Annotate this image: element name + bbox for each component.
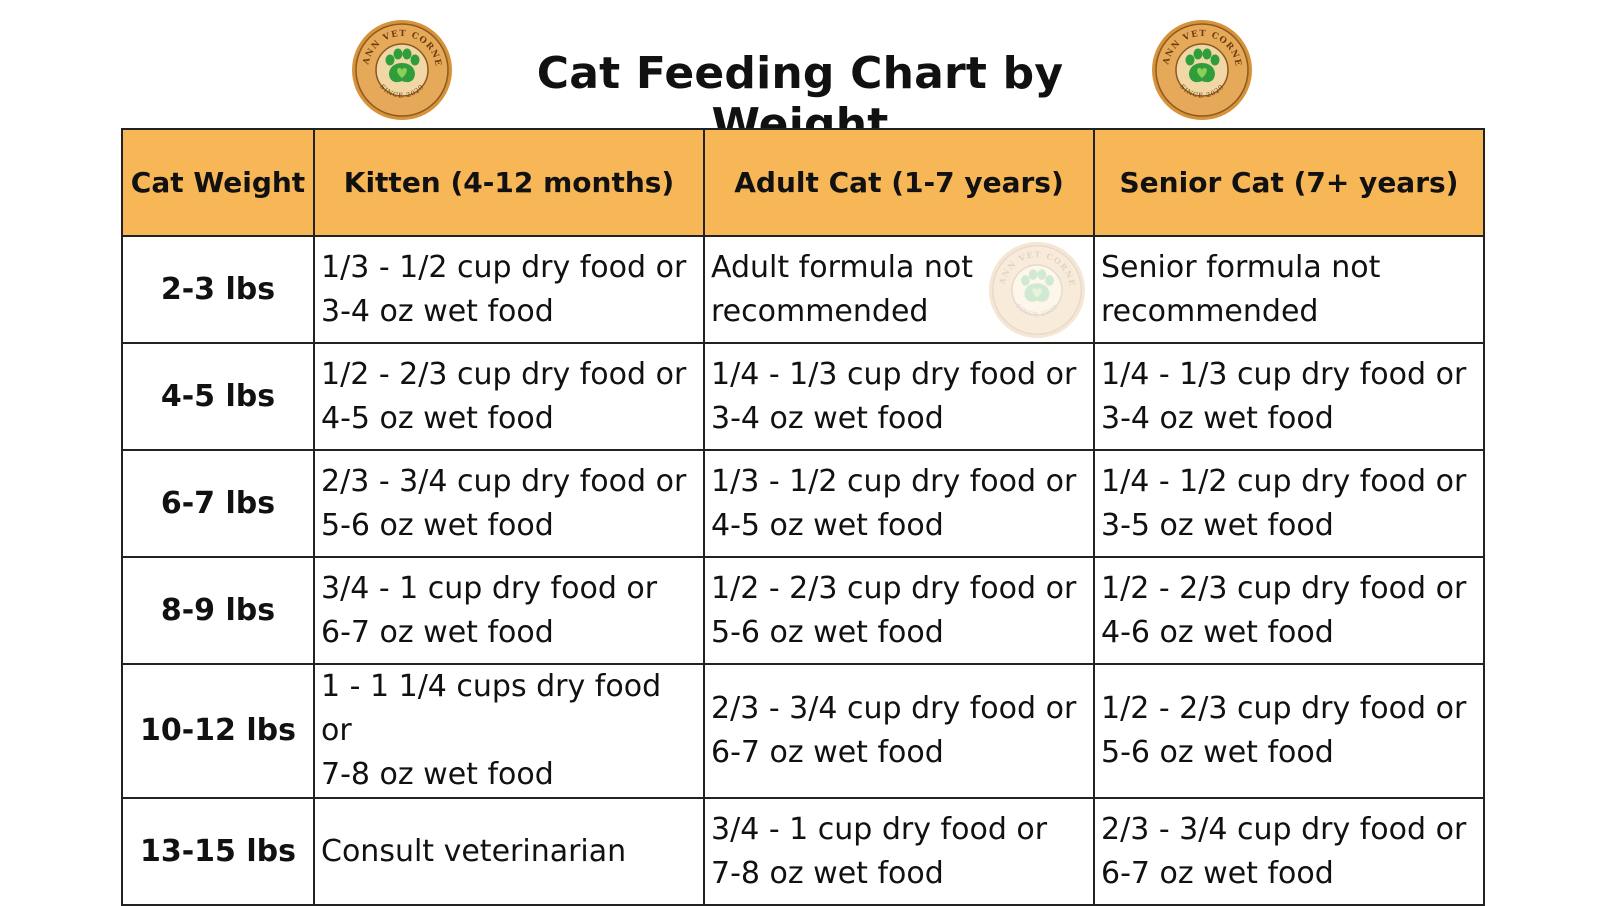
cell-weight: 13-15 lbs [121, 797, 315, 906]
cell-line: 1/4 - 1/2 cup dry food or [1101, 463, 1467, 499]
table-row: 2-3 lbs 1/3 - 1/2 cup dry food or 3-4 oz w… [121, 235, 1485, 344]
cell-adult: 3/4 - 1 cup dry food or 7-8 oz wet food [703, 797, 1095, 906]
cell-kitten: 1/3 - 1/2 cup dry food or 3-4 oz wet food [313, 235, 705, 344]
cell-line: 6-7 oz wet food [711, 735, 944, 770]
cell-line: 3-4 oz wet food [711, 400, 944, 436]
cell-senior: 1/2 - 2/3 cup dry food or 5-6 oz wet food [1093, 663, 1485, 799]
cell-line: 1/2 - 2/3 cup dry food or [711, 570, 1077, 606]
column-header-adult: Adult Cat (1-7 years) [703, 128, 1095, 237]
cell-line: 5-6 oz wet food [1101, 735, 1334, 770]
column-header-kitten: Kitten (4-12 months) [313, 128, 705, 237]
cell-line: 2/3 - 3/4 cup dry food or [1101, 811, 1467, 847]
cell-kitten: 1 - 1 1/4 cups dry food or 7-8 oz wet foo… [313, 663, 705, 799]
cell-line: 2/3 - 3/4 cup dry food or [711, 691, 1077, 726]
cell-line: 6-7 oz wet food [1101, 855, 1334, 891]
cell-adult: Adult formula not recommended MANN VET CO… [703, 235, 1095, 344]
cell-weight: 8-9 lbs [121, 556, 315, 665]
table-row: 4-5 lbs 1/2 - 2/3 cup dry food or 4-5 oz w… [121, 342, 1485, 451]
table-header-row: Cat Weight Kitten (4-12 months) Adult Ca… [121, 128, 1485, 237]
cell-kitten: Consult veterinarian [313, 797, 705, 906]
brand-logo-left: MANN VET CORNER SINCE 2020 [350, 18, 454, 122]
paw-heart-icon: MANN VET CORNER SINCE 2020 [987, 240, 1086, 339]
cell-line: 3-4 oz wet food [321, 293, 554, 329]
cell-line: 3/4 - 1 cup dry food or [711, 811, 1048, 847]
cell-senior: 1/4 - 1/3 cup dry food or 3-4 oz wet food [1093, 342, 1485, 451]
header: MANN VET CORNER SINCE 2020 Cat Feeding C… [0, 10, 1600, 150]
feeding-table: Cat Weight Kitten (4-12 months) Adult Ca… [121, 128, 1485, 906]
column-header-senior: Senior Cat (7+ years) [1093, 128, 1485, 237]
cell-senior: Senior formula not recommended [1093, 235, 1485, 344]
cell-adult: 1/3 - 1/2 cup dry food or 4-5 oz wet food [703, 449, 1095, 558]
cell-line: 1/2 - 2/3 cup dry food or [1101, 691, 1467, 726]
brand-logo-right: MANN VET CORNER SINCE 2020 [1150, 18, 1254, 122]
cell-kitten: 1/2 - 2/3 cup dry food or 4-5 oz wet food [313, 342, 705, 451]
cell-senior: 1/2 - 2/3 cup dry food or 4-6 oz wet food [1093, 556, 1485, 665]
paw-heart-icon: MANN VET CORNER SINCE 2020 [1150, 18, 1252, 120]
cell-adult: 2/3 - 3/4 cup dry food or 6-7 oz wet food [703, 663, 1095, 799]
cell-line: 1/2 - 2/3 cup dry food or [321, 356, 687, 392]
cell-weight: 10-12 lbs [121, 663, 315, 799]
cell-line: 3-5 oz wet food [1101, 507, 1334, 543]
table-row: 8-9 lbs 3/4 - 1 cup dry food or 6-7 oz wet… [121, 556, 1485, 665]
paw-heart-icon: MANN VET CORNER SINCE 2020 [350, 18, 452, 120]
cell-line: 3-4 oz wet food [1101, 400, 1334, 436]
cell-adult: 1/4 - 1/3 cup dry food or 3-4 oz wet food [703, 342, 1095, 451]
cell-line: 1/3 - 1/2 cup dry food or [711, 463, 1077, 499]
cell-line: Consult veterinarian [321, 833, 627, 869]
cell-line: 1/4 - 1/3 cup dry food or [1101, 356, 1467, 392]
cell-line: 4-5 oz wet food [711, 507, 944, 543]
cell-senior: 1/4 - 1/2 cup dry food or 3-5 oz wet food [1093, 449, 1485, 558]
cell-line: 1/2 - 2/3 cup dry food or [1101, 570, 1467, 606]
cell-line: 6-7 oz wet food [321, 614, 554, 650]
cell-line: 5-6 oz wet food [321, 507, 554, 543]
cell-adult: 1/2 - 2/3 cup dry food or 5-6 oz wet food [703, 556, 1095, 665]
cell-line: 7-8 oz wet food [711, 855, 944, 891]
cell-line: 3/4 - 1 cup dry food or [321, 570, 658, 606]
cell-weight: 6-7 lbs [121, 449, 315, 558]
cell-line: 4-5 oz wet food [321, 400, 554, 436]
cell-line: Adult formula not [711, 249, 974, 285]
table-body: 2-3 lbs 1/3 - 1/2 cup dry food or 3-4 oz w… [121, 235, 1485, 906]
cell-line: 1 - 1 1/4 cups dry food or [321, 669, 662, 748]
cell-kitten: 2/3 - 3/4 cup dry food or 5-6 oz wet food [313, 449, 705, 558]
cell-kitten: 3/4 - 1 cup dry food or 6-7 oz wet food [313, 556, 705, 665]
cell-line: 4-6 oz wet food [1101, 614, 1334, 650]
table-row: 13-15 lbs Consult veterinarian 3/4 - 1 cup… [121, 797, 1485, 906]
cell-line: 5-6 oz wet food [711, 614, 944, 650]
cell-line: 2/3 - 3/4 cup dry food or [321, 463, 687, 499]
cell-line: 1/4 - 1/3 cup dry food or [711, 356, 1077, 392]
cell-weight: 2-3 lbs [121, 235, 315, 344]
cell-line: 1/3 - 1/2 cup dry food or [321, 249, 687, 285]
watermark-logo: MANN VET CORNER SINCE 2020 [987, 240, 1087, 340]
column-header-weight: Cat Weight [121, 128, 315, 237]
table-row: 10-12 lbs 1 - 1 1/4 cups dry food or 7-8 o… [121, 663, 1485, 799]
cell-weight: 4-5 lbs [121, 342, 315, 451]
cell-line: recommended [1101, 293, 1319, 329]
table-row: 6-7 lbs 2/3 - 3/4 cup dry food or 5-6 oz w… [121, 449, 1485, 558]
cell-line: recommended [711, 293, 929, 329]
cell-line: 7-8 oz wet food [321, 757, 554, 792]
cell-senior: 2/3 - 3/4 cup dry food or 6-7 oz wet food [1093, 797, 1485, 906]
cell-line: Senior formula not [1101, 249, 1381, 285]
